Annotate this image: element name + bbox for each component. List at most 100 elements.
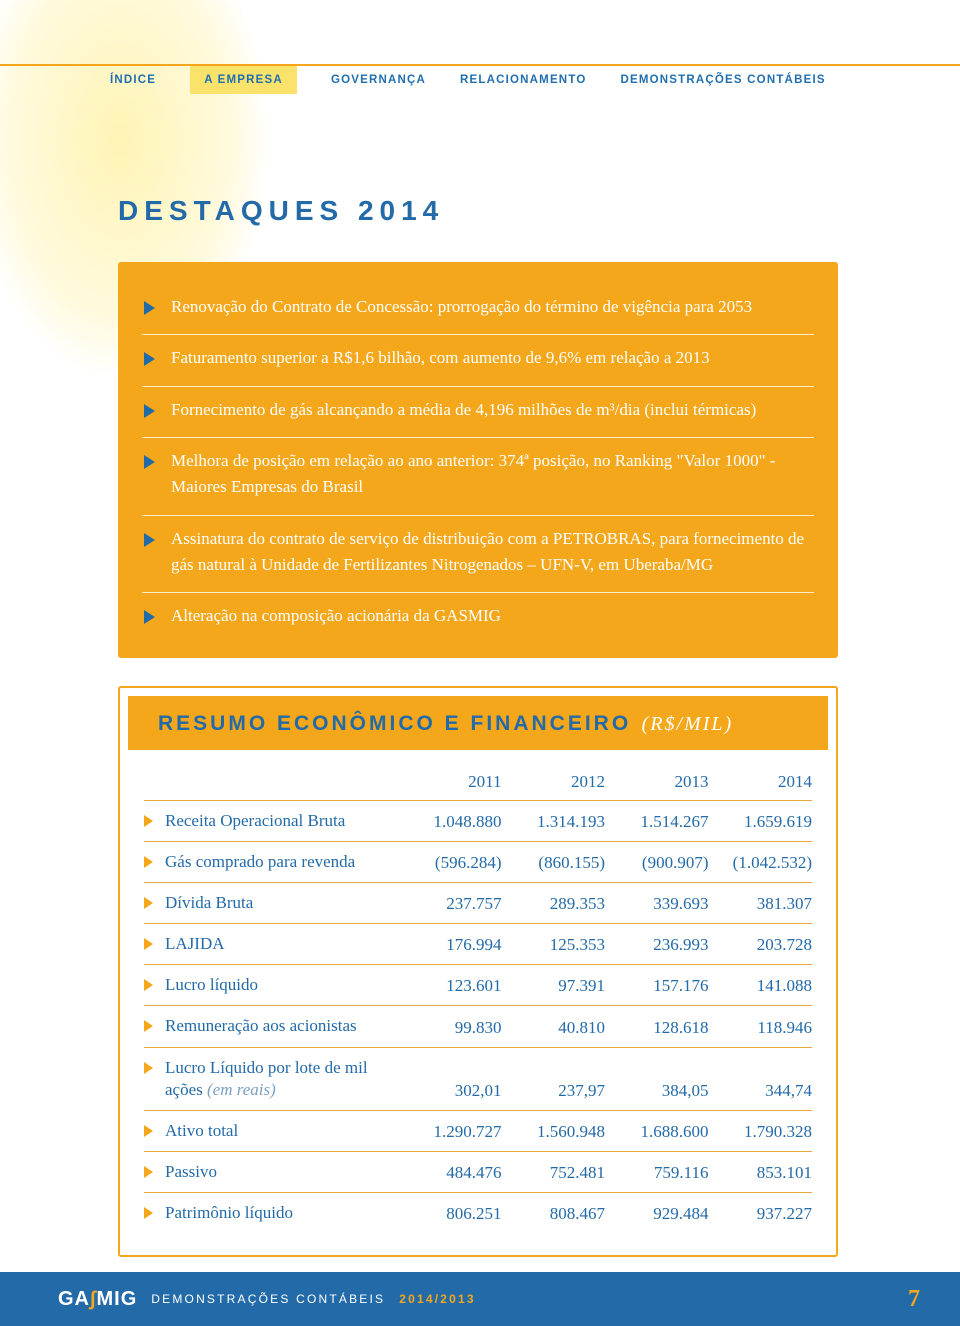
triangle-bullet-icon xyxy=(144,533,155,547)
financial-summary-box: RESUMO ECONÔMICO E FINANCEIRO (R$/MIL) 2… xyxy=(118,686,838,1257)
highlight-item: Melhora de posição em relação ao ano ant… xyxy=(142,438,814,516)
table-row: Dívida Bruta 237.757 289.353 339.693 381… xyxy=(144,883,812,924)
triangle-bullet-icon xyxy=(144,352,155,366)
table-row: Remuneração aos acionistas 99.830 40.810… xyxy=(144,1006,812,1047)
year-header: 2012 xyxy=(512,772,606,792)
cell: 929.484 xyxy=(615,1204,709,1224)
triangle-bullet-icon xyxy=(144,938,153,950)
triangle-bullet-icon xyxy=(144,979,153,991)
highlight-text: Alteração na composição acionária da GAS… xyxy=(171,603,501,629)
cell: 381.307 xyxy=(719,894,813,914)
cell: 384,05 xyxy=(615,1081,709,1101)
year-header: 2014 xyxy=(719,772,813,792)
cell: 99.830 xyxy=(408,1018,502,1038)
cell: 1.659.619 xyxy=(719,812,813,832)
year-header: 2011 xyxy=(408,772,502,792)
cell: 1.790.328 xyxy=(719,1122,813,1142)
cell: 1.688.600 xyxy=(615,1122,709,1142)
financial-title: RESUMO ECONÔMICO E FINANCEIRO xyxy=(158,712,631,735)
triangle-bullet-icon xyxy=(144,1125,153,1137)
year-header: 2013 xyxy=(615,772,709,792)
row-label: Lucro líquido xyxy=(165,974,258,996)
triangle-bullet-icon xyxy=(144,897,153,909)
highlight-item: Faturamento superior a R$1,6 bilhão, com… xyxy=(142,335,814,386)
cell: 344,74 xyxy=(719,1081,813,1101)
cell: 1.048.880 xyxy=(408,812,502,832)
triangle-bullet-icon xyxy=(144,301,155,315)
triangle-bullet-icon xyxy=(144,815,153,827)
top-nav: ÍNDICE A EMPRESA GOVERNANÇA RELACIONAMEN… xyxy=(110,74,826,86)
row-sublabel: (em reais) xyxy=(207,1080,276,1099)
triangle-bullet-icon xyxy=(144,1207,153,1219)
row-label: Patrimônio líquido xyxy=(165,1202,293,1224)
highlights-box: Renovação do Contrato de Concessão: pror… xyxy=(118,262,838,658)
highlight-item: Fornecimento de gás alcançando a média d… xyxy=(142,387,814,438)
table-row: Passivo 484.476 752.481 759.116 853.101 xyxy=(144,1152,812,1193)
highlight-item: Renovação do Contrato de Concessão: pror… xyxy=(142,284,814,335)
cell: 125.353 xyxy=(512,935,606,955)
highlight-item: Alteração na composição acionária da GAS… xyxy=(142,593,814,633)
cell: 808.467 xyxy=(512,1204,606,1224)
cell: 806.251 xyxy=(408,1204,502,1224)
cell: (1.042.532) xyxy=(719,853,813,873)
row-label: LAJIDA xyxy=(165,933,225,955)
top-rule xyxy=(0,64,960,66)
triangle-bullet-icon xyxy=(144,404,155,418)
cell: 752.481 xyxy=(512,1163,606,1183)
cell: (900.907) xyxy=(615,853,709,873)
row-label: Dívida Bruta xyxy=(165,892,253,914)
row-label: Receita Operacional Bruta xyxy=(165,810,345,832)
cell: 123.601 xyxy=(408,976,502,996)
cell: 236.993 xyxy=(615,935,709,955)
highlight-text: Faturamento superior a R$1,6 bilhão, com… xyxy=(171,345,710,371)
triangle-bullet-icon xyxy=(144,856,153,868)
row-label: Lucro Líquido por lote de mil ações (em … xyxy=(165,1057,398,1101)
nav-indice[interactable]: ÍNDICE xyxy=(110,74,156,86)
financial-table: 2011 2012 2013 2014 Receita Operacional … xyxy=(120,750,836,1255)
cell: 1.514.267 xyxy=(615,812,709,832)
cell: 937.227 xyxy=(719,1204,813,1224)
row-label: Passivo xyxy=(165,1161,217,1183)
cell: 289.353 xyxy=(512,894,606,914)
table-row: Gás comprado para revenda (596.284) (860… xyxy=(144,842,812,883)
gasmig-logo: GA∫MIG xyxy=(58,1288,137,1311)
table-row: Lucro Líquido por lote de mil ações (em … xyxy=(144,1048,812,1111)
nav-demonstracoes[interactable]: DEMONSTRAÇÕES CONTÁBEIS xyxy=(620,74,825,86)
footer-left: GA∫MIG DEMONSTRAÇÕES CONTÁBEIS 2014/2013 xyxy=(58,1288,476,1311)
cell: 853.101 xyxy=(719,1163,813,1183)
cell: 118.946 xyxy=(719,1018,813,1038)
footer-years: 2014/2013 xyxy=(399,1292,476,1306)
financial-header: RESUMO ECONÔMICO E FINANCEIRO (R$/MIL) xyxy=(128,696,828,750)
section-title: DESTAQUES 2014 xyxy=(118,195,444,227)
table-row: Lucro líquido 123.601 97.391 157.176 141… xyxy=(144,965,812,1006)
nav-governanca[interactable]: GOVERNANÇA xyxy=(331,74,426,86)
cell: 1.560.948 xyxy=(512,1122,606,1142)
cell: 237,97 xyxy=(512,1081,606,1101)
triangle-bullet-icon xyxy=(144,1062,153,1074)
row-label: Ativo total xyxy=(165,1120,238,1142)
triangle-bullet-icon xyxy=(144,455,155,469)
cell: 141.088 xyxy=(719,976,813,996)
nav-a-empresa[interactable]: A EMPRESA xyxy=(190,66,297,94)
table-row: Receita Operacional Bruta 1.048.880 1.31… xyxy=(144,801,812,842)
cell: 237.757 xyxy=(408,894,502,914)
cell: 1.290.727 xyxy=(408,1122,502,1142)
row-label: Gás comprado para revenda xyxy=(165,851,355,873)
highlight-text: Melhora de posição em relação ao ano ant… xyxy=(171,448,812,501)
cell: 176.994 xyxy=(408,935,502,955)
highlight-text: Fornecimento de gás alcançando a média d… xyxy=(171,397,756,423)
table-header-row: 2011 2012 2013 2014 xyxy=(144,766,812,801)
cell: (596.284) xyxy=(408,853,502,873)
financial-title-unit: (R$/MIL) xyxy=(642,713,734,735)
nav-relacionamento[interactable]: RELACIONAMENTO xyxy=(460,74,586,86)
row-label: Remuneração aos acionistas xyxy=(165,1015,357,1037)
cell: 157.176 xyxy=(615,976,709,996)
footer-label: DEMONSTRAÇÕES CONTÁBEIS xyxy=(151,1292,385,1306)
cell: 484.476 xyxy=(408,1163,502,1183)
highlight-item: Assinatura do contrato de serviço de dis… xyxy=(142,516,814,594)
cell: 759.116 xyxy=(615,1163,709,1183)
cell: 302,01 xyxy=(408,1081,502,1101)
cell: 1.314.193 xyxy=(512,812,606,832)
triangle-bullet-icon xyxy=(144,610,155,624)
triangle-bullet-icon xyxy=(144,1020,153,1032)
